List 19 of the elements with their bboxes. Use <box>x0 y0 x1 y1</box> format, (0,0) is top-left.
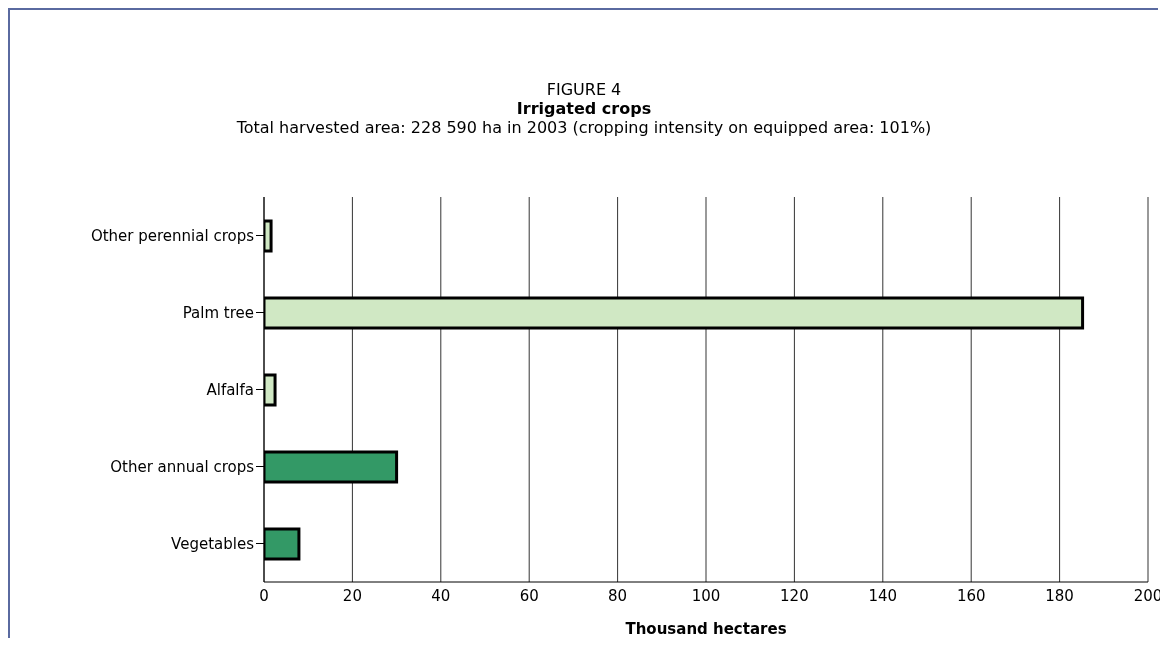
caption: FIGURE 4 <box>545 80 623 99</box>
y-tick-label: Other annual crops <box>110 457 255 476</box>
x-tick-label: 120 <box>780 586 809 605</box>
y-tick-label: Palm tree <box>182 303 254 322</box>
chart-title: Irrigated crops <box>515 99 653 118</box>
x-tick-label: 40 <box>431 586 451 605</box>
x-tick-label: 0 <box>259 586 269 605</box>
y-tick-label: Other perennial crops <box>90 226 255 245</box>
x-tick-label: 140 <box>868 586 898 605</box>
x-axis-title: Thousand hectares <box>625 620 787 638</box>
x-tick-label: 60 <box>519 586 539 605</box>
x-tick-label: 180 <box>1045 586 1074 605</box>
x-tick-label: 100 <box>691 586 721 605</box>
chart-subtitle: Total harvested area: 228 590 ha in 2003 (cropping intensity on equipped area: 101%) <box>235 118 933 137</box>
y-tick-label: Vegetables <box>171 534 255 553</box>
x-tick-label: 80 <box>608 586 628 605</box>
y-tick-label: Alfalfa <box>206 380 254 399</box>
x-tick-label: 160 <box>956 586 986 605</box>
x-tick-label: 20 <box>342 586 362 605</box>
